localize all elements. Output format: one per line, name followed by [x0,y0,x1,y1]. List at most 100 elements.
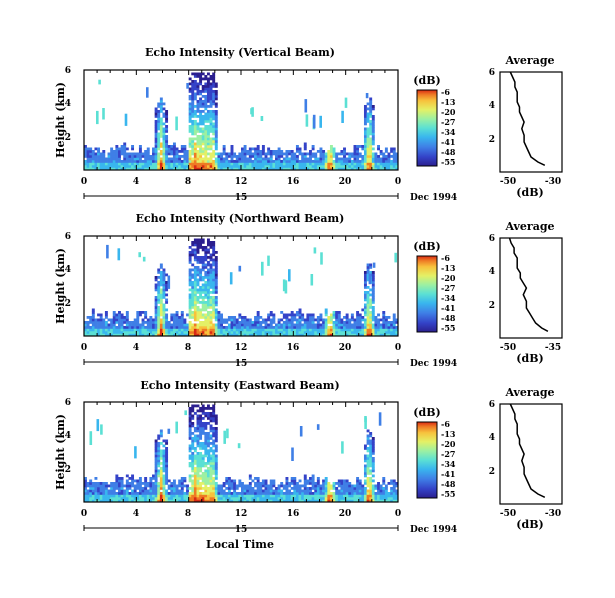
heatmap-cell [199,157,203,161]
heatmap-cell [104,321,108,324]
heatmap-cell [295,145,299,148]
heatmap-cell [366,303,370,307]
heatmap-cell [285,482,289,485]
heatmap-cell [212,449,216,453]
heatmap-cell [159,484,163,488]
heatmap-cell [246,499,250,503]
heatmap-cell [363,155,367,158]
heatmap-cell [193,241,197,244]
heatmap-cell [199,152,203,156]
heatmap-cell [225,152,229,156]
heatmap-cell [363,115,367,118]
heatmap-cell [131,167,135,171]
heatmap-cell [311,323,315,327]
heatmap-cell [264,492,268,495]
heatmap-cell [369,313,373,317]
heatmap-cell [335,321,339,324]
heatmap-cell [204,286,208,289]
heatmap-cell [162,140,166,143]
heatmap-cell [209,316,213,319]
heatmap-cell [196,308,200,312]
heatmap-cell [165,281,169,284]
heatmap-cell [301,152,305,156]
heatmap-cell [269,331,273,334]
heatmap-cell [350,331,354,334]
heatmap-cell [212,281,216,284]
heatmap-cell [193,72,197,76]
heatmap-cell [133,484,137,488]
heatmap-cell [348,494,352,498]
heatmap-cell [154,127,158,131]
heatmap-cell [366,316,370,319]
heatmap-cell [157,489,161,493]
heatmap-cell [188,333,192,337]
heatmap-cell [254,157,257,161]
heatmap-cell [199,97,203,101]
heatmap-cell [159,472,163,475]
heatmap-cell [366,296,370,299]
heatmap-cell [248,157,252,161]
heatmap-cell [306,165,310,168]
heatmap-cell [146,484,150,488]
heatmap-cell [159,492,163,495]
heatmap-cell [214,437,218,440]
heatmap-cell [118,479,121,483]
heatmap-cell [382,331,386,334]
heatmap-cell [358,492,362,495]
heatmap-cell [154,283,158,287]
heatmap-cell [285,487,289,490]
heatmap-cell [170,487,174,490]
heatmap-cell [91,165,95,168]
heatmap-cell [165,492,169,495]
heatmap-cell [188,316,192,319]
heatmap-cell [363,487,367,490]
heatmap-cell [230,492,234,495]
heatmap-cell [191,145,195,148]
heatmap-cell [170,147,174,151]
heatmap-cell [136,167,140,171]
heatmap-cell [188,432,192,435]
heatmap-cell [371,469,375,473]
heatmap-cell [275,155,278,158]
heatmap-cell [209,165,213,168]
heatmap-cell [227,165,231,168]
heatmap-cell [324,326,328,329]
heatmap-cell [350,152,354,156]
heatmap-cell [170,489,174,493]
heatmap-cell [316,150,320,153]
heatmap-cell [241,321,244,324]
heatmap-cell [165,140,169,143]
heatmap-cell [97,167,100,171]
heatmap-cell [353,318,357,322]
heatmap-cell [125,326,129,329]
heatmap-cell [212,268,216,272]
heatmap-cell [209,258,213,262]
heatmap-cell [193,479,197,483]
heatmap-cell [306,318,310,322]
heatmap-cell [196,281,200,284]
heatmap-cell [371,283,375,287]
heatmap-cell [165,160,169,163]
heatmap-cell [162,474,166,478]
heatmap-cell [209,467,213,470]
heatmap-cell [167,167,171,171]
heatmap-cell [96,419,100,432]
heatmap-cell [162,107,166,111]
heatmap-cell [188,454,192,458]
heatmap-cell [371,160,375,163]
heatmap-cell [212,298,216,302]
heatmap-cell [157,487,161,490]
heatmap-cell [319,162,323,166]
heatmap-cell [199,167,203,171]
heatmap-cell [269,321,273,324]
heatmap-cell [241,165,244,168]
x-tick-label: 4 [133,177,139,187]
y-tick-label: 4 [65,99,71,109]
heatmap-cell [157,457,161,460]
heatmap-cell [272,152,276,156]
y-axis-label: Height (km) [54,248,67,324]
heatmap-cell [220,167,223,171]
heatmap-cell [206,97,210,101]
heatmap-cell [285,160,289,163]
heatmap-cell [214,135,218,138]
